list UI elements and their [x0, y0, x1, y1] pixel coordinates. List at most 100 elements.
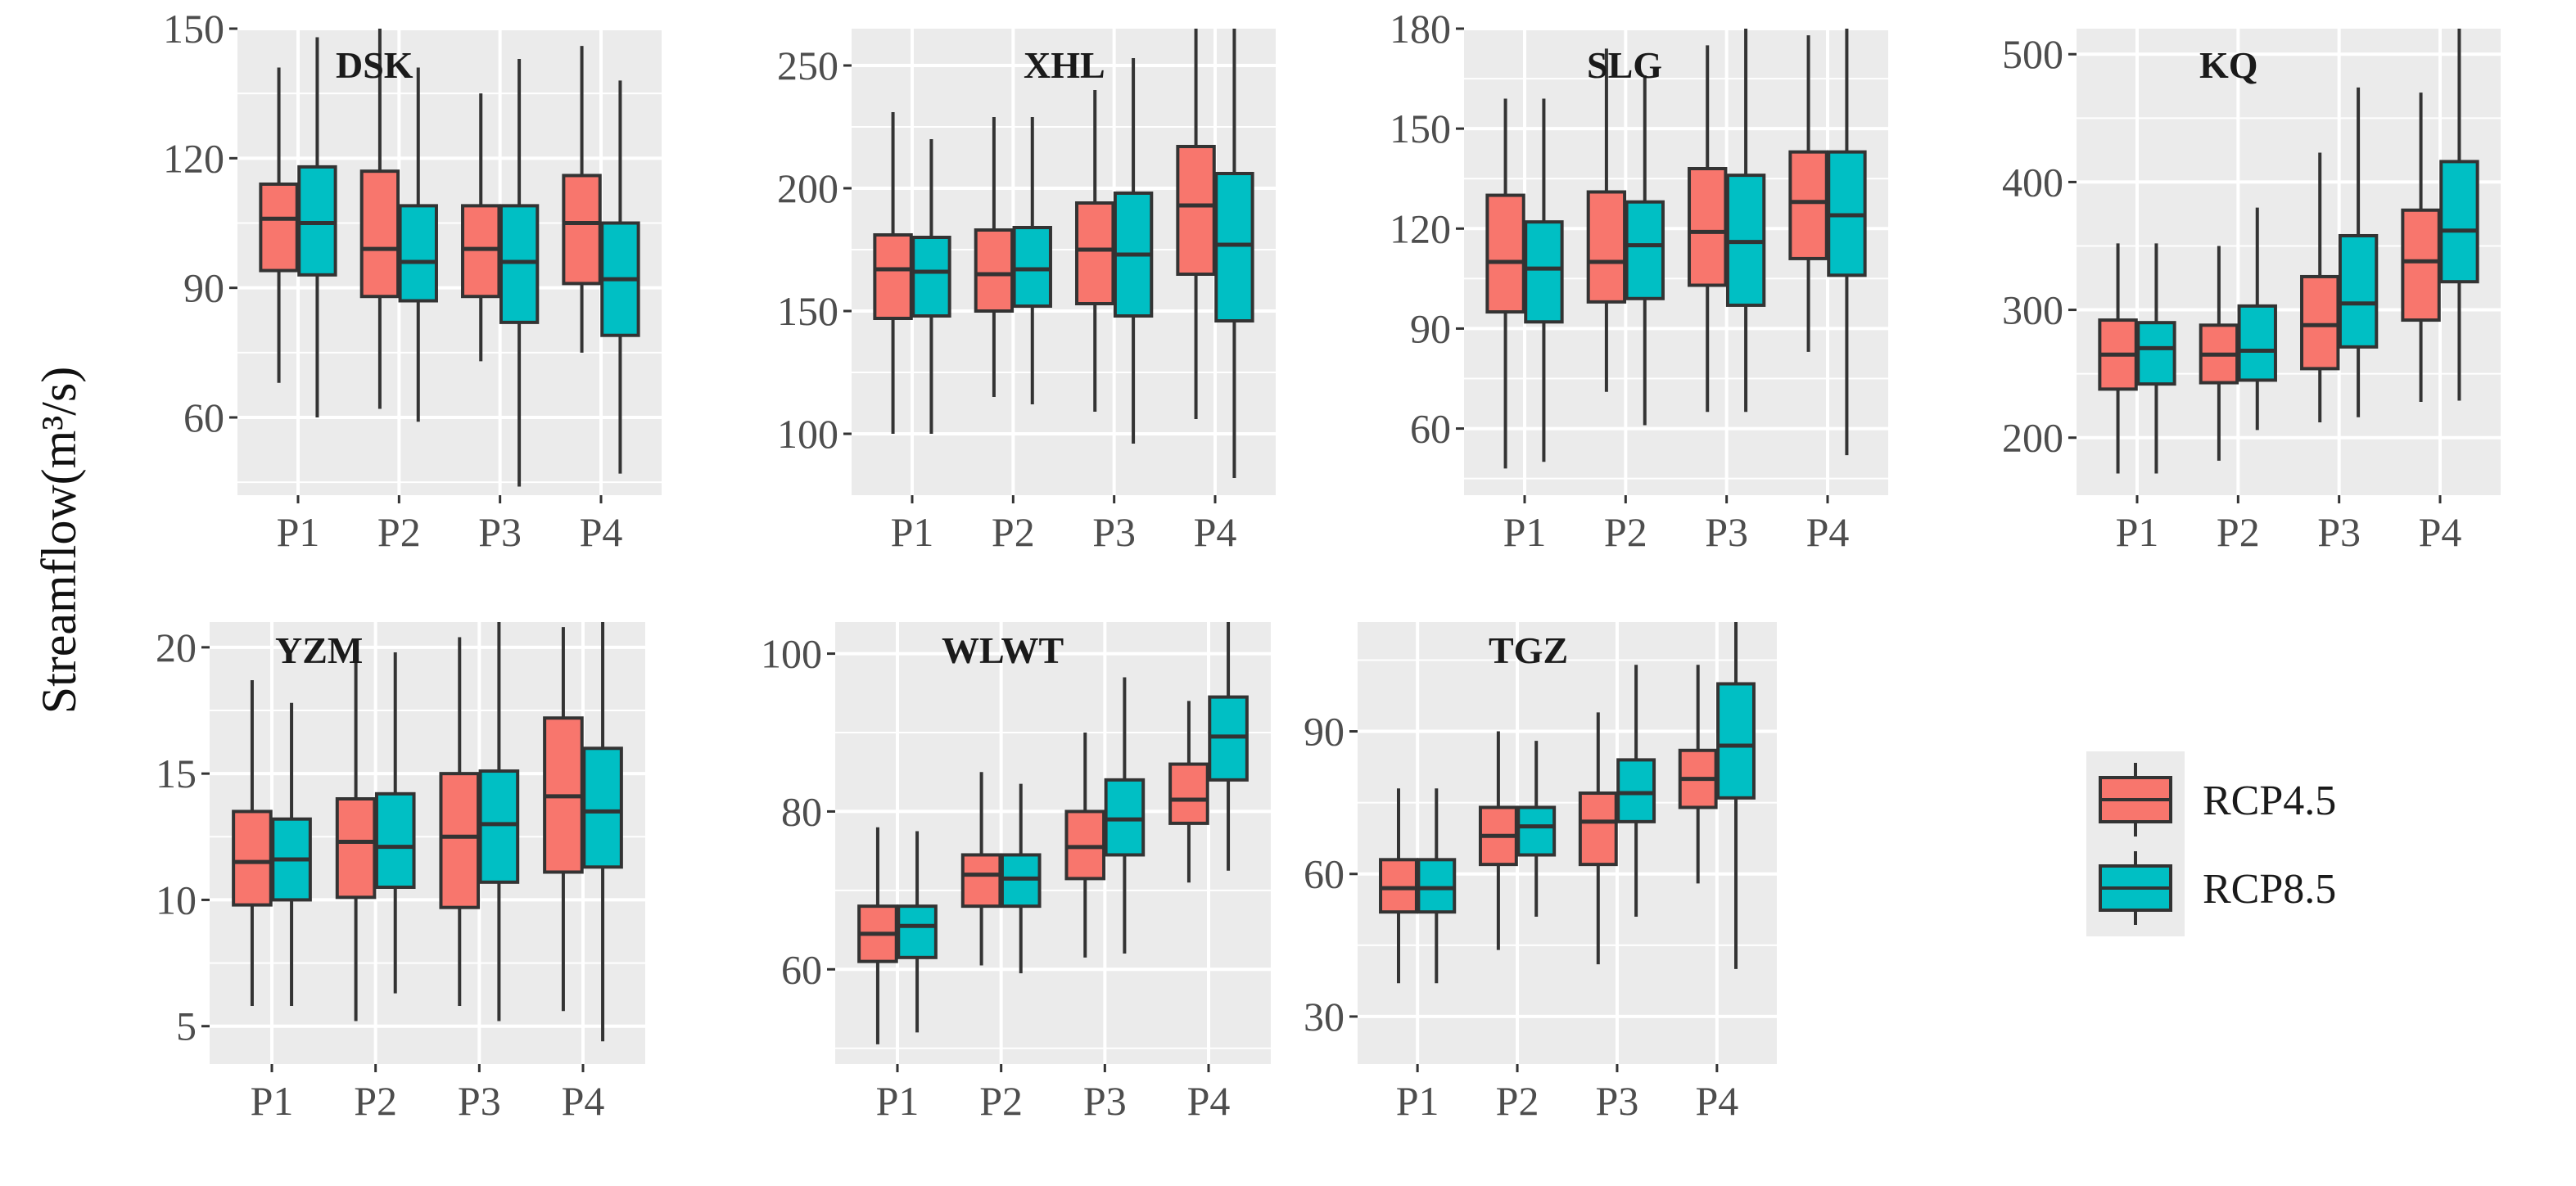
- box-wlwt-p4-rcp45: [1168, 762, 1209, 825]
- y-tick-label: 90: [1304, 709, 1344, 755]
- box-kq-p4-rcp85: [2439, 160, 2479, 284]
- y-tick-label: 60: [781, 946, 822, 992]
- legend: RCP4.5 RCP8.5: [2086, 751, 2336, 936]
- panel-title: KQ: [2199, 44, 2258, 86]
- panel-kq: 200 300 400 500 P1 P2 P3 P4 KQ: [2002, 29, 2501, 555]
- y-tick-label: 80: [781, 788, 822, 834]
- y-tick-label: 200: [2002, 415, 2063, 461]
- x-tick-label: P1: [876, 1078, 920, 1124]
- x-tick-label: P4: [580, 509, 623, 555]
- x-tick-label: P1: [1396, 1078, 1439, 1124]
- panel-background: [1358, 622, 1777, 1064]
- box-xhl-p2-rcp45: [974, 228, 1015, 313]
- y-tick-label: 20: [156, 625, 197, 670]
- x-tick-label: P2: [1496, 1078, 1539, 1124]
- panel-xhl: 100 150 200 250 P1 P2 P3 P4 XHL: [777, 29, 1276, 555]
- y-tick-label: 90: [183, 265, 224, 311]
- box-slg-p2-rcp45: [1586, 190, 1627, 304]
- panel-wlwt: 60 80 100 P1 P2 P3 P4 WLWT: [761, 622, 1271, 1124]
- box-xhl-p1-rcp45: [873, 233, 913, 320]
- panel-slg: 60 90 120 150 180 P1 P2 P3 P4 SLG: [1390, 6, 1888, 555]
- x-tick-label: P1: [277, 509, 320, 555]
- x-tick-label: P2: [992, 509, 1035, 555]
- box-xhl-p4-rcp45: [1176, 145, 1216, 276]
- panel-yzm: 5 10 15 20 P1 P2 P3 P4 YZM: [156, 622, 645, 1124]
- box-kq-p3-rcp85: [2338, 233, 2379, 349]
- y-tick-label: 250: [777, 43, 838, 88]
- box-xhl-p2-rcp85: [1012, 226, 1052, 308]
- panel-title: TGZ: [1489, 629, 1568, 671]
- box-yzm-p2-rcp45: [335, 797, 377, 900]
- y-tick-label: 60: [1410, 406, 1451, 452]
- y-tick-label: 120: [1390, 205, 1451, 251]
- y-tick-label: 90: [1410, 305, 1451, 351]
- box-wlwt-p2-rcp45: [960, 853, 1002, 909]
- boxplot-group: [1379, 622, 1756, 984]
- boxplot-group: [873, 29, 1254, 478]
- x-tick-label: P2: [979, 1078, 1023, 1124]
- box-dsk-p2-rcp45: [359, 169, 400, 299]
- y-tick-label: 150: [1390, 106, 1451, 151]
- x-tick-label: P2: [377, 509, 421, 555]
- x-tick-label: P2: [354, 1078, 397, 1124]
- boxplot-group: [1485, 29, 1867, 469]
- y-tick-label: 60: [1304, 851, 1344, 897]
- x-tick-label: P4: [1806, 509, 1850, 555]
- boxplot-group: [232, 622, 623, 1042]
- box-dsk-p2-rcp85: [398, 204, 438, 303]
- y-tick-label: 15: [156, 751, 197, 796]
- x-tick-label: P3: [478, 509, 522, 555]
- y-axis-label: Streamflow(m³/s): [32, 367, 86, 715]
- x-tick-label: P4: [2419, 509, 2462, 555]
- legend-label: RCP4.5: [2203, 778, 2336, 824]
- box-kq-p2-rcp85: [2237, 304, 2277, 382]
- x-tick-label: P1: [891, 509, 934, 555]
- panel-title: XHL: [1024, 44, 1105, 86]
- x-tick-label: P3: [1092, 509, 1136, 555]
- x-tick-label: P3: [1083, 1078, 1127, 1124]
- x-tick-label: P4: [562, 1078, 605, 1124]
- y-tick-label: 5: [176, 1003, 197, 1049]
- box-slg-p1-rcp85: [1524, 220, 1564, 324]
- panel-title: YZM: [275, 629, 363, 671]
- x-tick-label: P4: [1695, 1078, 1738, 1124]
- box-xhl-p4-rcp85: [1214, 172, 1254, 322]
- box-slg-p1-rcp45: [1485, 193, 1525, 314]
- box-yzm-p4-rcp85: [582, 746, 623, 869]
- box-dsk-p1-rcp45: [259, 183, 299, 273]
- x-tick-label: P2: [2217, 509, 2260, 555]
- y-tick-label: 100: [777, 411, 838, 457]
- box-slg-p3-rcp45: [1688, 167, 1728, 287]
- x-tick-label: P1: [2116, 509, 2159, 555]
- box-xhl-p1-rcp85: [911, 236, 951, 318]
- panel-background: [835, 622, 1271, 1064]
- legend-label: RCP8.5: [2203, 866, 2336, 913]
- box-dsk-p3-rcp85: [499, 204, 540, 324]
- y-tick-label: 300: [2002, 287, 2063, 333]
- box-wlwt-p1-rcp85: [897, 904, 938, 959]
- box-tgz-p4-rcp85: [1716, 682, 1756, 800]
- box-dsk-p3-rcp45: [461, 204, 501, 299]
- x-tick-label: P3: [2317, 509, 2361, 555]
- box-xhl-p3-rcp45: [1075, 201, 1115, 305]
- panel-title: DSK: [336, 44, 414, 86]
- x-tick-label: P3: [1596, 1078, 1639, 1124]
- box-slg-p2-rcp85: [1625, 200, 1665, 300]
- x-tick-label: P4: [1187, 1078, 1231, 1124]
- box-yzm-p3-rcp85: [478, 769, 520, 884]
- boxplot-group: [2098, 29, 2479, 474]
- y-tick-label: 500: [2002, 31, 2063, 77]
- y-tick-label: 180: [1390, 6, 1451, 52]
- box-kq-p3-rcp45: [2300, 274, 2340, 371]
- panel-tgz: 30 60 90 P1 P2 P3 P4 TGZ: [1304, 622, 1777, 1124]
- y-tick-label: 60: [183, 395, 224, 440]
- y-tick-label: 10: [156, 877, 197, 922]
- box-tgz-p3-rcp85: [1616, 758, 1656, 823]
- x-tick-label: P3: [458, 1078, 501, 1124]
- box-kq-p4-rcp45: [2401, 208, 2441, 322]
- box-dsk-p4-rcp45: [562, 174, 602, 286]
- x-tick-label: P1: [1503, 509, 1547, 555]
- box-yzm-p2-rcp85: [374, 791, 416, 889]
